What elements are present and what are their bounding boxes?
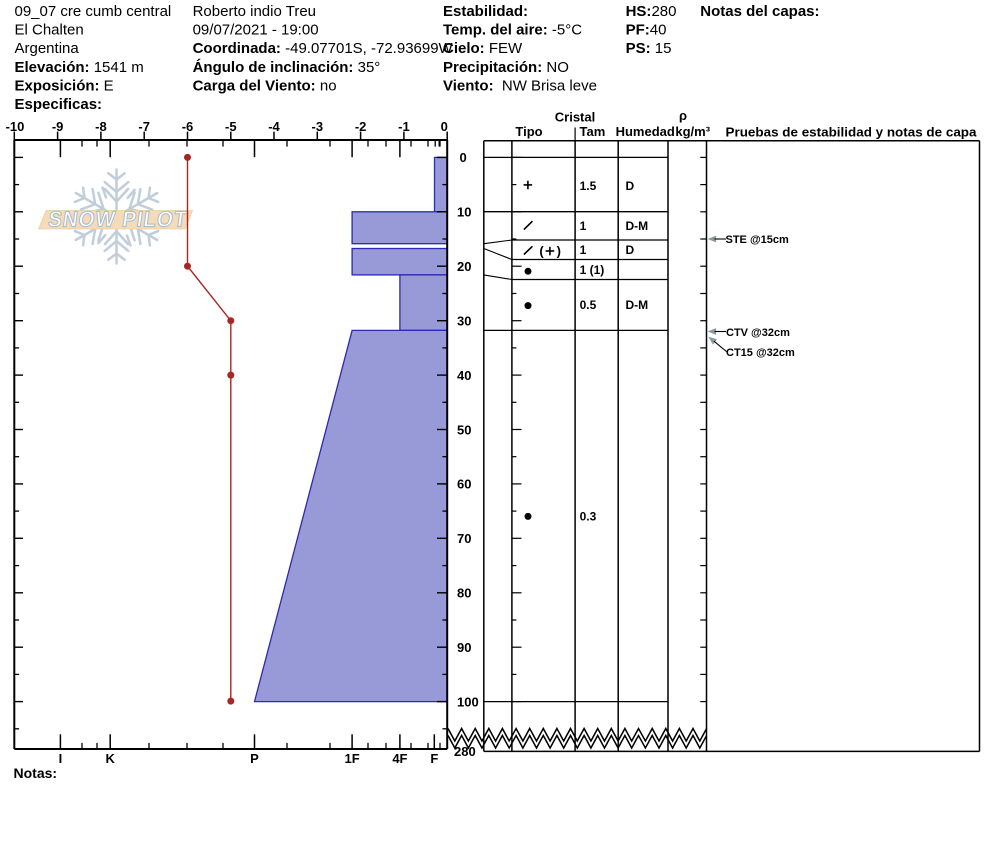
svg-text:SNOW PILOT: SNOW PILOT (47, 207, 189, 232)
svg-text:-1: -1 (398, 119, 410, 134)
svg-text:CTV @32cm: CTV @32cm (726, 327, 790, 339)
svg-text:D-M: D-M (626, 298, 649, 312)
svg-text:0.5: 0.5 (580, 298, 597, 312)
svg-text:90: 90 (457, 640, 471, 655)
svg-text:Pruebas de estabilidad y notas: Pruebas de estabilidad y notas de capa (726, 124, 978, 139)
svg-text:Tipo: Tipo (515, 124, 542, 139)
svg-text:1: 1 (580, 243, 587, 257)
svg-text:Notas del capas:: Notas del capas: (700, 3, 819, 20)
svg-text:F: F (430, 751, 438, 766)
svg-text:CT15 @32cm: CT15 @32cm (726, 347, 795, 359)
svg-text:0: 0 (460, 150, 467, 165)
svg-text:Elevación: 1541 m: Elevación: 1541 m (15, 59, 144, 76)
svg-text:80: 80 (457, 586, 471, 601)
svg-text:): ) (557, 244, 561, 259)
svg-text:PF:40: PF:40 (626, 22, 667, 39)
svg-text:4F: 4F (392, 751, 407, 766)
svg-text:1F: 1F (345, 751, 360, 766)
svg-text:0: 0 (441, 119, 448, 134)
svg-text:20: 20 (457, 259, 471, 274)
svg-text:50: 50 (457, 422, 471, 437)
svg-text:-4: -4 (268, 119, 280, 134)
svg-text:Cristal: Cristal (555, 109, 595, 124)
svg-text:D-M: D-M (626, 219, 649, 233)
svg-text:Estabilidad:: Estabilidad: (443, 3, 528, 20)
svg-text:1.5: 1.5 (580, 179, 597, 193)
svg-text:Temp. del aire: -5°C: Temp. del aire: -5°C (443, 22, 582, 39)
svg-text:-5: -5 (225, 119, 237, 134)
svg-text:Viento: NW Brisa leve: Viento: NW Brisa leve (443, 77, 597, 94)
svg-text:Ángulo de inclinación: 35°: Ángulo de inclinación: 35° (193, 59, 381, 76)
svg-text:0.3: 0.3 (580, 510, 597, 524)
svg-text:El Chalten: El Chalten (15, 22, 84, 39)
svg-text:Carga del Viento: no: Carga del Viento: no (193, 77, 337, 94)
svg-text:Roberto indio Treu: Roberto indio Treu (193, 3, 316, 20)
svg-text:-9: -9 (52, 119, 64, 134)
svg-text:HS:280: HS:280 (626, 3, 677, 20)
svg-text:70: 70 (457, 531, 471, 546)
svg-text:D: D (626, 243, 635, 257)
svg-text:Precipitación: NO: Precipitación: NO (443, 59, 569, 76)
svg-text:PS: 15: PS: 15 (626, 40, 672, 57)
svg-text:(: ( (539, 244, 544, 259)
svg-text:100: 100 (457, 694, 479, 709)
svg-text:ρ: ρ (679, 108, 687, 123)
svg-text:P: P (250, 751, 259, 766)
svg-text:Coordinada: -49.07701S, -72.93: Coordinada: -49.07701S, -72.93699W (193, 40, 454, 57)
svg-text:-3: -3 (312, 119, 324, 134)
svg-text:-7: -7 (138, 119, 150, 134)
svg-text:1: 1 (580, 219, 587, 233)
svg-text:-8: -8 (95, 119, 107, 134)
svg-text:Cielo: FEW: Cielo: FEW (443, 40, 523, 57)
svg-text:D: D (626, 179, 635, 193)
svg-text:Argentina: Argentina (15, 40, 80, 57)
svg-text:K: K (106, 751, 116, 766)
svg-text:10: 10 (457, 205, 471, 220)
svg-text:Notas:: Notas: (14, 765, 58, 781)
svg-text:Tam: Tam (580, 124, 606, 139)
svg-text:Exposición: E: Exposición: E (15, 77, 114, 94)
svg-text:1 (1): 1 (1) (580, 263, 605, 277)
svg-text:-10: -10 (6, 119, 25, 134)
svg-text:09_07 cre cumb central: 09_07 cre cumb central (15, 3, 172, 20)
svg-text:Humedad: Humedad (616, 124, 675, 139)
svg-text:STE @15cm: STE @15cm (726, 234, 790, 246)
svg-text:kg/m³: kg/m³ (675, 124, 710, 139)
svg-text:-6: -6 (182, 119, 194, 134)
svg-text:Especificas:: Especificas: (15, 96, 103, 113)
svg-text:09/07/2021 - 19:00: 09/07/2021 - 19:00 (193, 22, 319, 39)
svg-text:30: 30 (457, 314, 471, 329)
svg-text:280: 280 (454, 744, 476, 759)
svg-text:I: I (59, 751, 63, 766)
svg-text:40: 40 (457, 368, 471, 383)
svg-text:60: 60 (457, 477, 471, 492)
svg-text:-2: -2 (355, 119, 367, 134)
